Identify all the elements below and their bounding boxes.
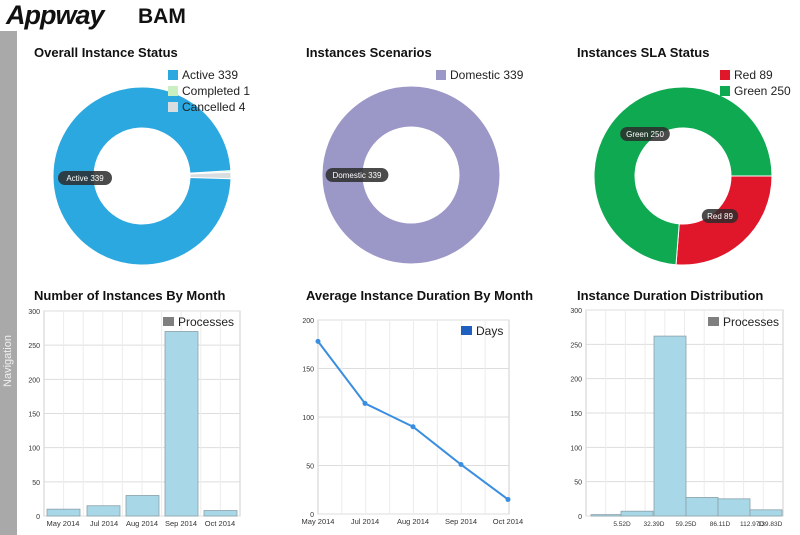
chart-5-legend-label: Processes: [723, 315, 779, 329]
chart-5-bar-2[interactable]: [653, 335, 687, 517]
chart-4-ytick-3: 150: [302, 367, 314, 374]
donut-0-legend-swatch-0: [168, 70, 178, 80]
donut-2-tag-bg-green: [620, 127, 670, 141]
chart-3-xtick-0: May 2014: [47, 519, 80, 528]
chart-4-xtick-4: Oct 2014: [493, 517, 523, 526]
donut-2-legend-swatch-0: [720, 70, 730, 80]
chart-4-ytick-2: 100: [302, 415, 314, 422]
donut-0-legend-label-1: Completed 1: [182, 84, 250, 98]
panel-title-duration-distribution: Instance Duration Distribution: [577, 288, 764, 303]
chart-4-xtick-3: Sep 2014: [445, 517, 477, 526]
chart-4-ytick-4: 200: [302, 318, 314, 325]
chart-3-bar-2[interactable]: [125, 495, 160, 517]
chart-4-ytick-0: 0: [310, 512, 314, 519]
chart-4-xtick-1: Jul 2014: [351, 517, 379, 526]
chart-3-xtick-4: Oct 2014: [205, 519, 235, 528]
chart-3-bar-3[interactable]: [164, 331, 199, 517]
chart-3-ytick-6: 300: [28, 309, 40, 316]
chart-5-bar-0[interactable]: [590, 514, 624, 517]
app-title: BAM: [138, 5, 186, 28]
donut-0-legend-swatch-1: [168, 86, 178, 96]
donut-0-slice-active[interactable]: [52, 86, 232, 266]
chart-4-point-3[interactable]: [458, 462, 464, 468]
chart-3-ytick-1: 50: [32, 480, 40, 487]
chart-3-bar-1[interactable]: [86, 505, 121, 517]
panel-title-sla-status: Instances SLA Status: [577, 45, 710, 60]
chart-5-xtick-1: 32.39D: [644, 521, 665, 528]
donut-1-legend-swatch-0: [436, 70, 446, 80]
chart-3-legend-swatch: [163, 317, 174, 326]
donut-0-tag-active: Active 339: [66, 174, 104, 183]
app-header: Appway BAM: [0, 0, 800, 30]
chart-3-xtick-3: Sep 2014: [165, 519, 197, 528]
chart-3-ytick-0: 0: [36, 514, 40, 521]
chart-4-legend-swatch: [461, 326, 472, 335]
chart-5-bar-1[interactable]: [620, 510, 654, 517]
chart-3-bar-4[interactable]: [203, 510, 238, 517]
chart-5-xtick-3: 86.11D: [710, 521, 731, 528]
chart-5-xtick-5: 139.83D: [758, 521, 783, 528]
chart-5-bar-5[interactable]: [749, 509, 783, 517]
donut-2-legend-label-0: Red 89: [734, 68, 773, 82]
chart-3-ytick-4: 200: [28, 377, 40, 384]
chart-4-point-4[interactable]: [505, 496, 511, 502]
donut-1-slice-domestic[interactable]: [321, 85, 501, 265]
chart-5-ytick-6: 300: [570, 308, 582, 315]
donut-1-legend-label-0: Domestic 339: [450, 68, 524, 82]
chart-5-bar-4[interactable]: [717, 498, 751, 517]
chart-3-ytick-2: 100: [28, 446, 40, 453]
chart-3-xtick-2: Aug 2014: [126, 519, 158, 528]
chart-5-xtick-0: 5.52D: [613, 521, 631, 528]
chart-3-legend-label: Processes: [178, 315, 234, 329]
donut-2-tag-bg-red: [701, 209, 739, 223]
chart-3-ytick-3: 150: [28, 412, 40, 419]
chart-4-point-2[interactable]: [410, 424, 416, 430]
appway-logo[interactable]: Appway: [6, 0, 105, 30]
chart-3-ytick-5: 250: [28, 343, 40, 350]
chart-4-legend-label: Days: [476, 324, 503, 338]
donut-0-legend-label-0: Active 339: [182, 68, 238, 82]
chart-3-bar-0[interactable]: [46, 508, 81, 517]
chart-5-xtick-2: 59.25D: [676, 521, 697, 528]
donut-2-legend-swatch-1: [720, 86, 730, 96]
donut-0-tag-bg-active: [58, 171, 112, 185]
chart-5-ytick-3: 150: [570, 411, 582, 418]
donut-0-legend-swatch-2: [168, 102, 178, 112]
donut-2-legend-label-1: Green 250: [734, 84, 791, 98]
panel-title-overall-status: Overall Instance Status: [34, 45, 178, 60]
chart-5-ytick-0: 0: [578, 514, 582, 521]
chart-5-ytick-2: 100: [570, 445, 582, 452]
chart-3-xtick-1: Jul 2014: [90, 519, 118, 528]
panel-title-instances-by-month: Number of Instances By Month: [34, 288, 226, 303]
chart-4-point-1[interactable]: [362, 400, 368, 406]
donut-1-tag-domestic: Domestic 339: [333, 171, 382, 180]
chart-4-ytick-1: 50: [306, 464, 314, 471]
chart-5-legend-swatch: [708, 317, 719, 326]
chart-4-xtick-2: Aug 2014: [397, 517, 429, 526]
chart-4-point-0[interactable]: [315, 338, 321, 344]
donut-2-tag-red: Red 89: [707, 212, 733, 221]
chart-5-bar-3[interactable]: [685, 497, 719, 517]
donut-0-legend-label-2: Cancelled 4: [182, 100, 246, 114]
panel-title-duration-by-month: Average Instance Duration By Month: [306, 288, 534, 303]
navigation-sidebar[interactable]: Navigation: [0, 31, 17, 535]
chart-4-xtick-0: May 2014: [302, 517, 335, 526]
chart-5-xtick-4: 112.97D: [740, 521, 764, 528]
chart-5-ytick-5: 250: [570, 342, 582, 349]
panel-title-scenarios: Instances Scenarios: [306, 45, 432, 60]
donut-2-tag-green: Green 250: [626, 130, 664, 139]
chart-5-ytick-4: 200: [570, 377, 582, 384]
chart-5-ytick-1: 50: [574, 480, 582, 487]
donut-1-tag-bg-domestic: [325, 168, 389, 182]
